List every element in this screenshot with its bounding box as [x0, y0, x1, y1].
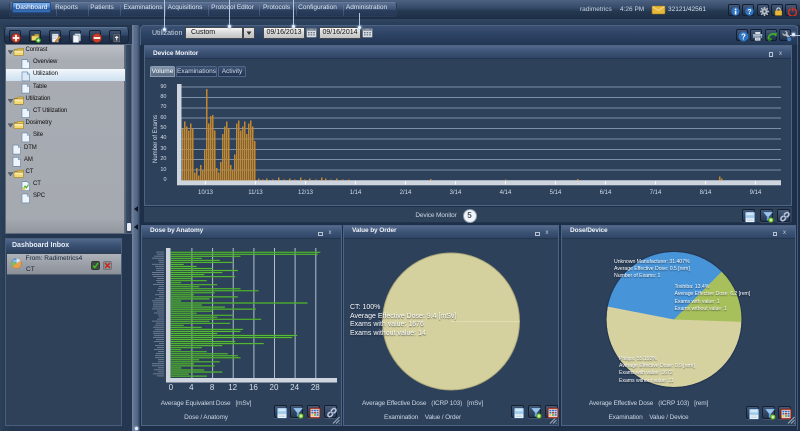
svg-text:?: ? [741, 32, 746, 41]
svg-text:?: ? [747, 9, 751, 16]
